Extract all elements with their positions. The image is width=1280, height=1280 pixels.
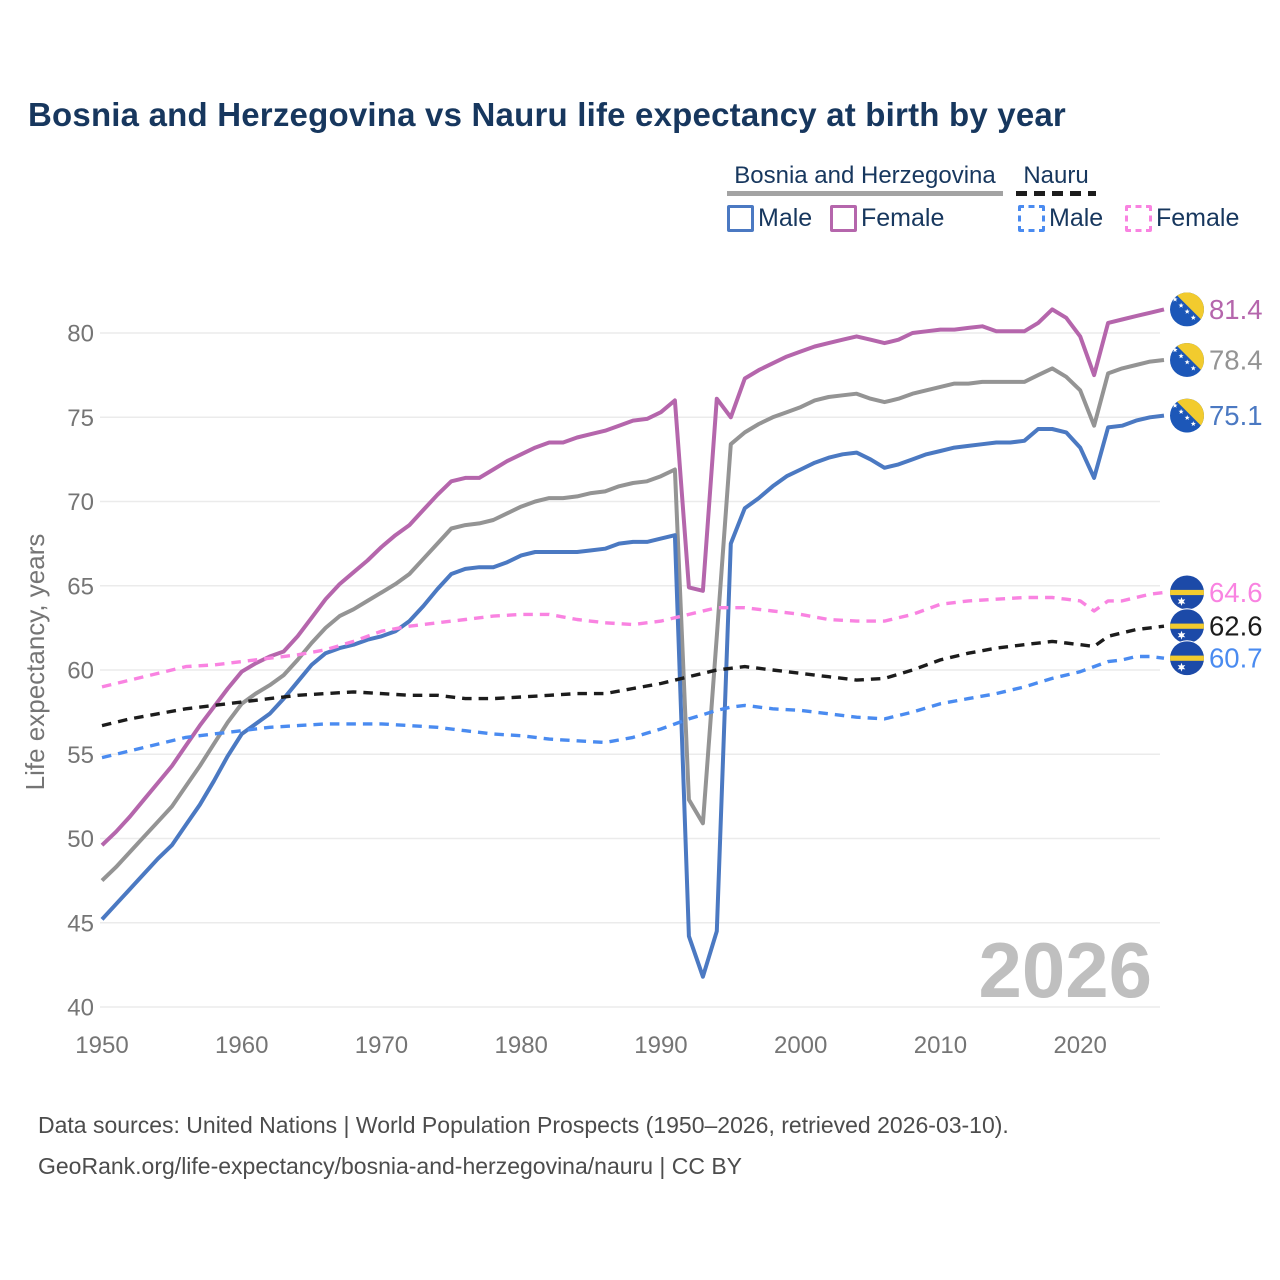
- legend-swatch-bosnia-female-icon: [830, 205, 857, 232]
- legend-swatch-nauru-male-icon: [1018, 205, 1045, 232]
- legend-item-label: Female: [1156, 204, 1240, 232]
- end-value-label-bih-total: 78.4: [1209, 344, 1263, 375]
- end-value-label-nauru-total: 62.6: [1209, 611, 1263, 642]
- series-line-nauru-female[interactable]: [101, 590, 1165, 689]
- nauru-flag-icon: [1169, 608, 1205, 645]
- x-tick-label: 2010: [914, 1032, 967, 1059]
- legend-item-nauru-male[interactable]: Male: [1018, 204, 1103, 233]
- x-tick-label: 1980: [495, 1032, 548, 1059]
- legend-swatch-bosnia-male-icon: [727, 205, 754, 232]
- nauru-flag-icon: [1169, 574, 1205, 611]
- bosnia-flag-icon: [1169, 397, 1205, 434]
- y-tick-label: 50: [67, 826, 94, 853]
- y-tick-label: 45: [67, 910, 94, 937]
- series-line-bih-total[interactable]: [100, 358, 1165, 883]
- x-tick-label: 1950: [75, 1032, 128, 1059]
- x-tick-label: 2000: [774, 1032, 827, 1059]
- y-tick-label: 75: [67, 405, 94, 432]
- series-line-bih-male[interactable]: [100, 413, 1165, 979]
- end-value-label-nauru-male: 60.7: [1209, 643, 1263, 674]
- watermark-year: 2026: [978, 926, 1152, 1014]
- x-tick-label: 2020: [1053, 1032, 1106, 1059]
- legend-item-label: Male: [758, 204, 813, 232]
- end-value-label-bih-male: 75.1: [1209, 400, 1263, 431]
- footer-source-url: GeoRank.org/life-expectancy/bosnia-and-h…: [38, 1153, 743, 1179]
- y-tick-label: 70: [67, 489, 94, 516]
- y-tick-label: 65: [67, 573, 94, 600]
- legend-swatch-nauru-female-icon: [1125, 205, 1152, 232]
- legend-group-bosnia-line-swatch: [727, 191, 1003, 196]
- legend-group-nauru-line-swatch: [1016, 191, 1096, 196]
- x-tick-label: 1970: [355, 1032, 408, 1059]
- end-value-label-nauru-female: 64.6: [1209, 577, 1263, 608]
- bosnia-flag-icon: [1169, 341, 1205, 378]
- series-line-nauru-total[interactable]: [101, 624, 1165, 728]
- bosnia-flag-icon: [1169, 291, 1205, 328]
- y-tick-label: 80: [67, 321, 94, 348]
- x-tick-label: 1960: [215, 1032, 268, 1059]
- legend-group-bosnia-label: Bosnia and Herzegovina: [734, 162, 996, 189]
- page-title: Bosnia and Herzegovina vs Nauru life exp…: [28, 96, 1066, 133]
- y-axis-title: Life expectancy, years: [20, 534, 50, 791]
- legend-item-bosnia-male[interactable]: Male: [727, 204, 812, 233]
- y-tick-label: 60: [67, 658, 94, 685]
- y-tick-label: 55: [67, 742, 94, 769]
- footer: Data sources: United Nations | World Pop…: [38, 1105, 1009, 1187]
- legend-group-nauru-label: Nauru: [1023, 162, 1089, 189]
- legend-item-nauru-female[interactable]: Female: [1125, 204, 1239, 233]
- legend-item-bosnia-female[interactable]: Female: [830, 204, 944, 233]
- footer-data-sources: Data sources: United Nations | World Pop…: [38, 1112, 1009, 1138]
- series-line-bih-female[interactable]: [100, 307, 1165, 847]
- x-tick-label: 1990: [634, 1032, 687, 1059]
- legend-item-label: Male: [1049, 204, 1104, 232]
- y-tick-label: 40: [67, 995, 94, 1022]
- legend-item-label: Female: [861, 204, 945, 232]
- nauru-flag-icon: [1169, 640, 1205, 677]
- end-value-label-bih-female: 81.4: [1209, 294, 1263, 325]
- series-line-nauru-male[interactable]: [101, 654, 1165, 760]
